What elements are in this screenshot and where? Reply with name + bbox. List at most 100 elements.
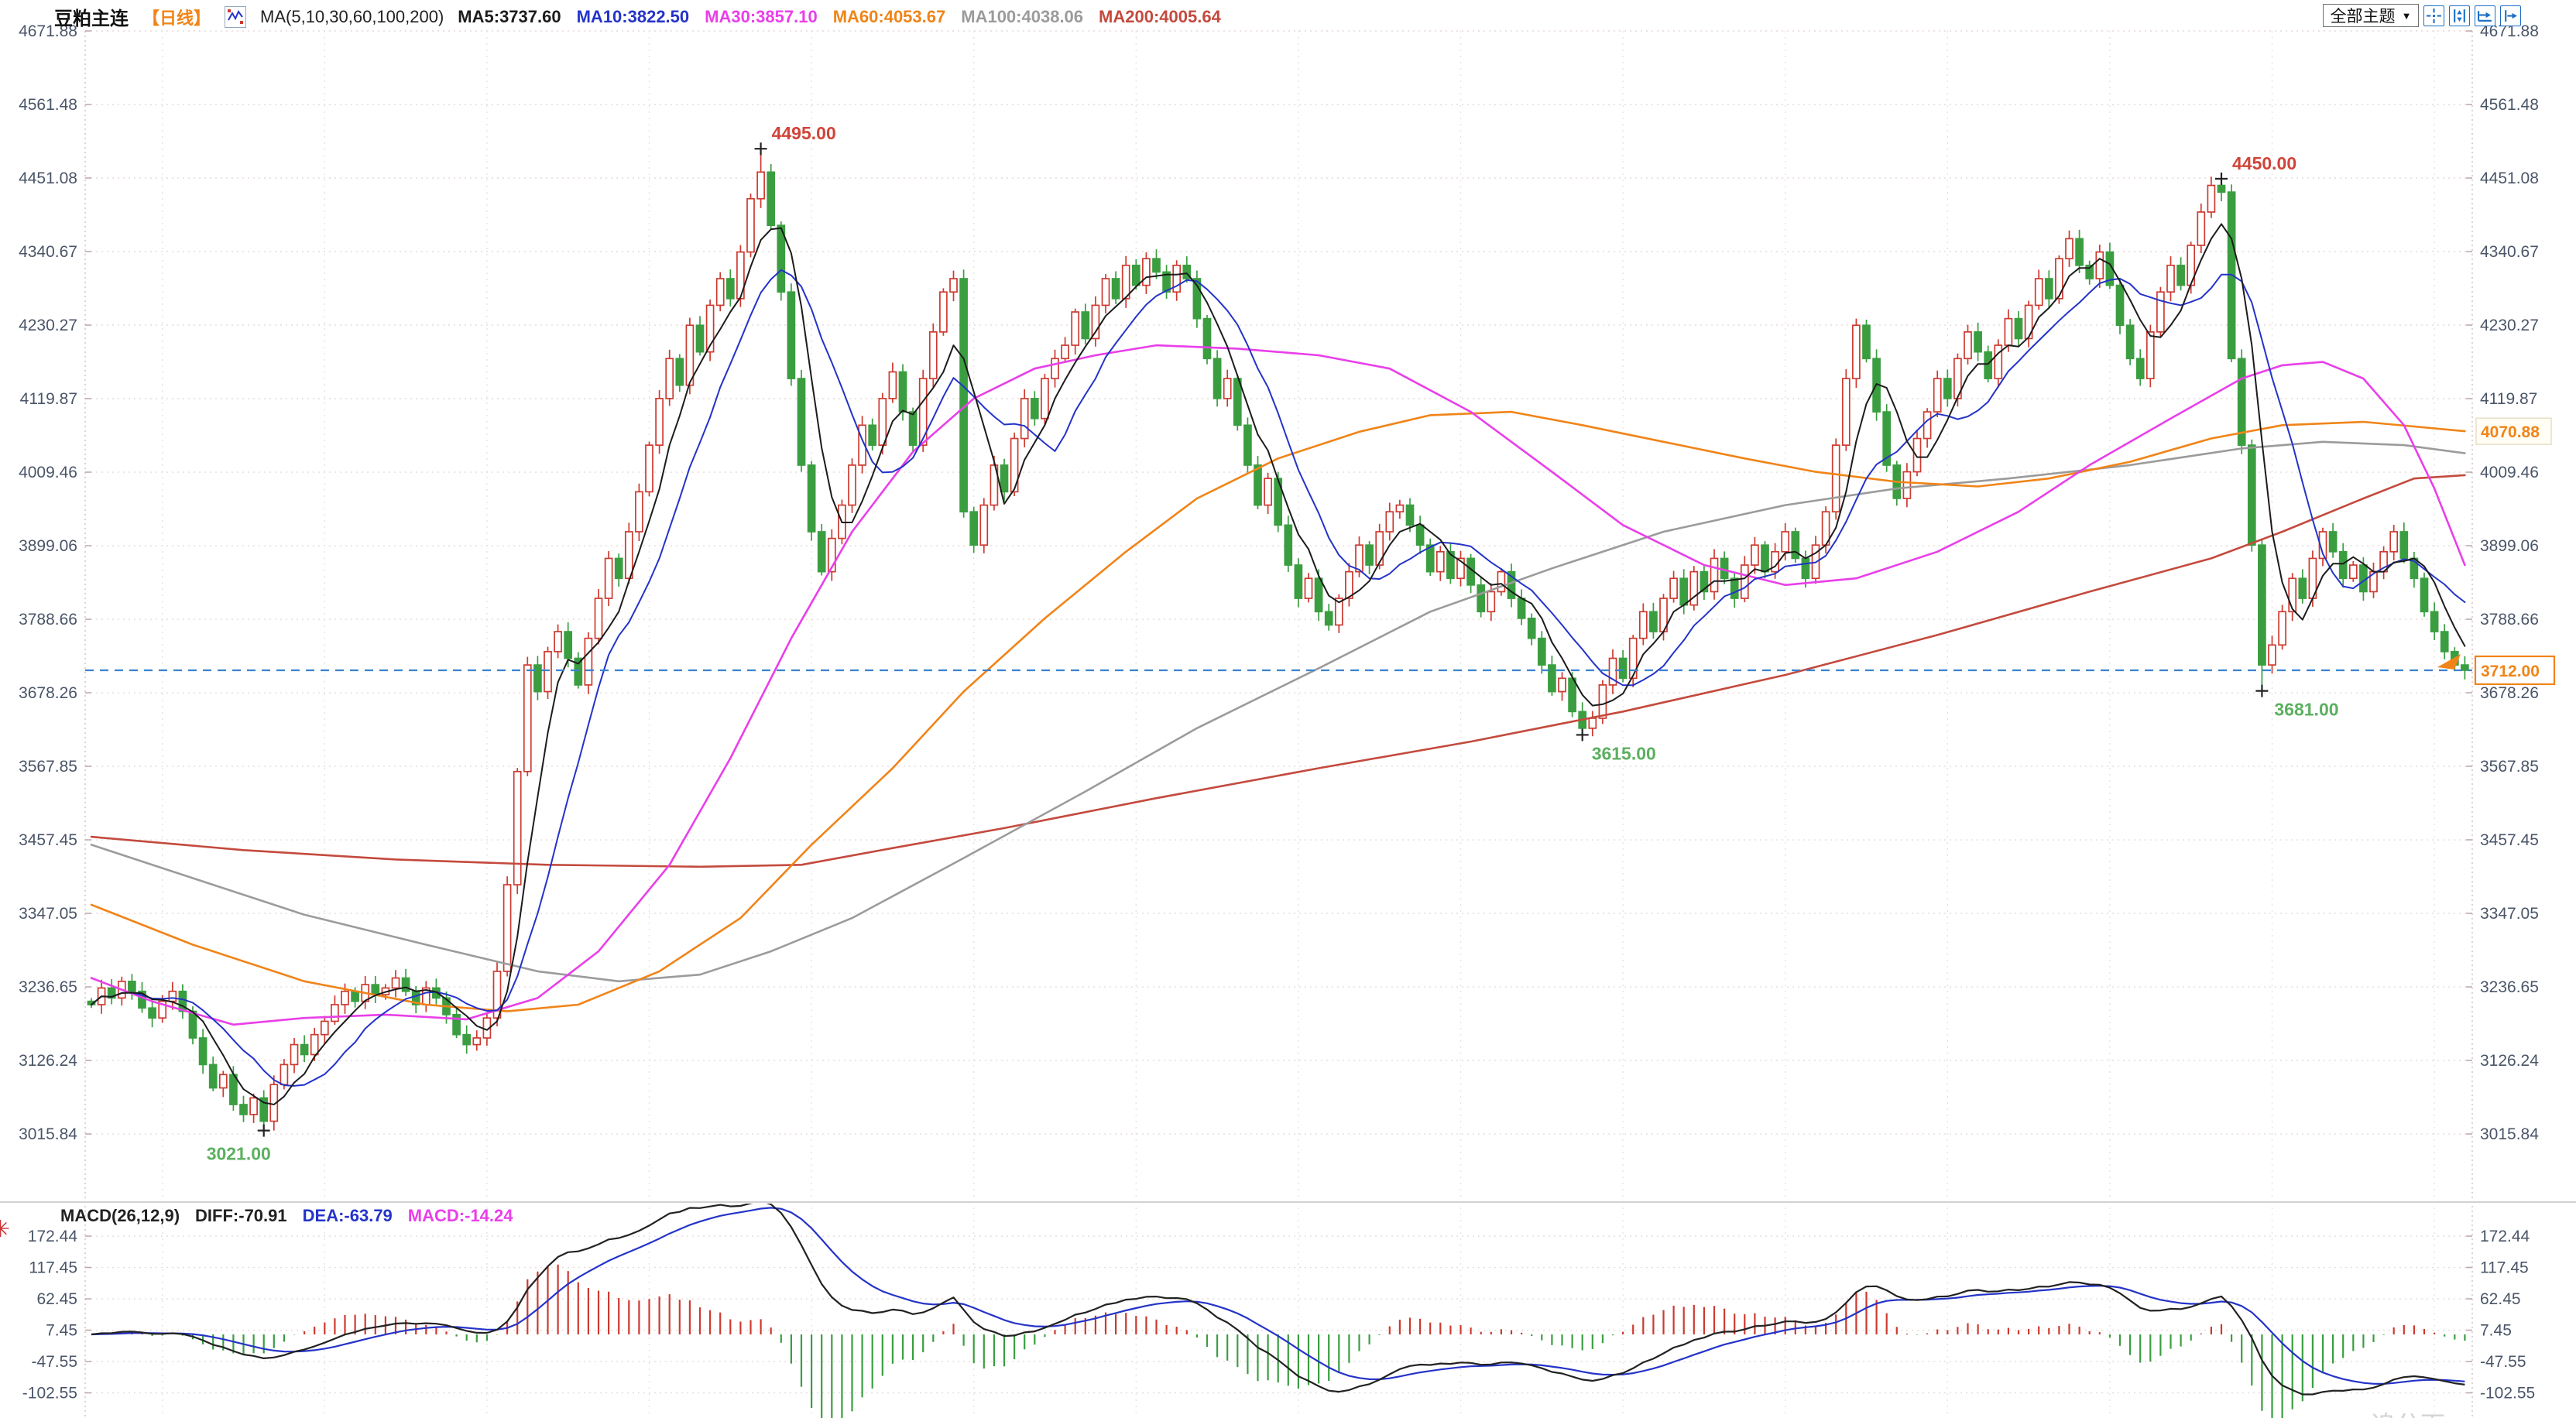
ma-value-ma60: MA60:4053.67 bbox=[832, 6, 946, 26]
svg-text:3567.85: 3567.85 bbox=[19, 758, 77, 776]
svg-text:62.45: 62.45 bbox=[2480, 1290, 2521, 1308]
candle bbox=[908, 411, 918, 446]
svg-text:4119.87: 4119.87 bbox=[20, 390, 77, 408]
ma-value-ma5: MA5:3737.60 bbox=[458, 6, 561, 26]
candle bbox=[462, 1033, 472, 1046]
svg-text:3678.26: 3678.26 bbox=[2480, 684, 2539, 702]
candle bbox=[2055, 258, 2063, 300]
candle bbox=[239, 1104, 248, 1115]
candle bbox=[1264, 478, 1272, 506]
candle bbox=[2247, 444, 2256, 546]
ma-value-ma30: MA30:3857.10 bbox=[705, 6, 818, 26]
svg-text:4230.27: 4230.27 bbox=[19, 317, 77, 334]
candle bbox=[1000, 464, 1009, 493]
candle bbox=[259, 1097, 269, 1122]
candle bbox=[2399, 531, 2409, 560]
candle bbox=[1456, 557, 1465, 580]
svg-text:4561.48: 4561.48 bbox=[2480, 96, 2539, 114]
svg-text:4450.00: 4450.00 bbox=[2232, 153, 2296, 173]
candle bbox=[2389, 531, 2399, 553]
candle bbox=[1162, 271, 1171, 293]
candle bbox=[756, 171, 765, 200]
candle bbox=[2166, 264, 2175, 293]
price-annotation: 4495.00 bbox=[754, 123, 836, 156]
candle bbox=[918, 378, 928, 446]
candle bbox=[2420, 577, 2429, 613]
candle bbox=[1669, 577, 1678, 599]
candle bbox=[1395, 504, 1405, 513]
last-price-tag bbox=[2474, 655, 2556, 686]
candle bbox=[1852, 324, 1861, 379]
candle bbox=[614, 557, 623, 580]
indicator-settings-icon[interactable]: ✳ bbox=[0, 1217, 10, 1242]
candle bbox=[401, 977, 410, 992]
y-axis-scale-icon bbox=[2454, 9, 2465, 22]
candle bbox=[959, 278, 968, 513]
svg-text:4119.87: 4119.87 bbox=[2480, 390, 2537, 408]
candle bbox=[990, 464, 999, 506]
svg-text:3899.06: 3899.06 bbox=[2480, 537, 2539, 555]
candle bbox=[1831, 444, 1840, 513]
candle bbox=[452, 1014, 461, 1036]
candle bbox=[635, 491, 643, 533]
price-arrow-icon bbox=[2437, 653, 2461, 670]
candle bbox=[574, 657, 583, 686]
candle bbox=[2338, 550, 2348, 580]
period-label[interactable]: 【日线】 bbox=[142, 8, 211, 28]
svg-text:3681.00: 3681.00 bbox=[2274, 700, 2338, 720]
svg-text:4451.08: 4451.08 bbox=[2480, 170, 2539, 187]
ma-param-label: MA(5,10,30,60,100,200) bbox=[260, 6, 444, 26]
candle bbox=[2197, 211, 2206, 246]
crosshair-button[interactable] bbox=[2423, 5, 2444, 26]
candle bbox=[928, 331, 938, 379]
price-annotations: 4495.00 4450.00 3021.00 3615.00 3681.00 bbox=[207, 123, 2339, 1163]
crosshair-icon bbox=[2427, 8, 2441, 23]
candle bbox=[2044, 278, 2053, 300]
candle bbox=[1314, 577, 1323, 613]
candle bbox=[1385, 511, 1394, 533]
candle bbox=[1527, 618, 1536, 639]
candle bbox=[1051, 358, 1059, 379]
ma10-line bbox=[91, 269, 2466, 1087]
candle bbox=[1071, 311, 1080, 346]
candle bbox=[1405, 504, 1415, 526]
svg-text:-47.55: -47.55 bbox=[31, 1353, 77, 1371]
x-axis-scale-button[interactable] bbox=[2475, 5, 2495, 26]
candle bbox=[351, 990, 359, 1002]
export-button[interactable] bbox=[2500, 5, 2521, 26]
candle bbox=[1638, 611, 1648, 639]
candle bbox=[685, 324, 695, 386]
candle bbox=[1618, 657, 1628, 680]
svg-text:3788.66: 3788.66 bbox=[2480, 611, 2539, 629]
svg-text:7.45: 7.45 bbox=[46, 1322, 77, 1340]
candle bbox=[787, 291, 796, 379]
candle bbox=[1912, 437, 1922, 473]
candle bbox=[1294, 564, 1303, 599]
svg-text:3347.05: 3347.05 bbox=[19, 905, 77, 923]
y-axis-scale-button[interactable] bbox=[2449, 5, 2470, 26]
macd-header-item-0: MACD(26,12,9) bbox=[60, 1206, 180, 1225]
svg-text:172.44: 172.44 bbox=[2480, 1228, 2530, 1245]
candle bbox=[2024, 304, 2033, 340]
svg-text:3788.66: 3788.66 bbox=[19, 611, 77, 629]
x-axis-scale-icon bbox=[2478, 10, 2492, 22]
candle bbox=[1425, 544, 1435, 573]
svg-text:-102.55: -102.55 bbox=[22, 1385, 77, 1403]
candle bbox=[1933, 378, 1942, 413]
candle bbox=[229, 1074, 238, 1105]
candle bbox=[1334, 598, 1343, 626]
candle bbox=[1548, 664, 1556, 693]
theme-dropdown[interactable]: 全部主题 ▼ bbox=[2323, 4, 2419, 27]
ma-value-ma200: MA200:4005.64 bbox=[1099, 6, 1221, 26]
candle bbox=[158, 1000, 167, 1019]
candle bbox=[1202, 317, 1212, 360]
macd-header-item-3: MACD:-14.24 bbox=[407, 1206, 513, 1225]
axis-price-tags: 4070.88 3712.00 bbox=[2437, 417, 2556, 686]
candle bbox=[198, 1037, 208, 1066]
candle bbox=[2034, 278, 2043, 307]
candle bbox=[1081, 311, 1090, 340]
candle bbox=[544, 651, 552, 693]
candle bbox=[1608, 657, 1617, 686]
export-arrow-icon bbox=[2505, 9, 2517, 22]
